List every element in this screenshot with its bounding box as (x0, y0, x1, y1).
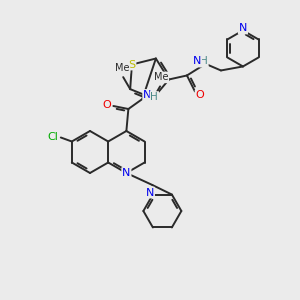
Text: Me: Me (154, 72, 168, 82)
Text: N: N (122, 168, 130, 178)
Text: Me: Me (115, 63, 129, 73)
Text: N: N (193, 56, 201, 67)
Text: O: O (196, 91, 204, 100)
Text: N: N (146, 188, 154, 197)
Text: Cl: Cl (47, 133, 58, 142)
Text: H: H (200, 56, 208, 67)
Text: H: H (151, 92, 158, 102)
Text: S: S (128, 59, 136, 70)
Text: O: O (102, 100, 111, 110)
Text: N: N (143, 90, 152, 100)
Text: N: N (239, 23, 247, 34)
